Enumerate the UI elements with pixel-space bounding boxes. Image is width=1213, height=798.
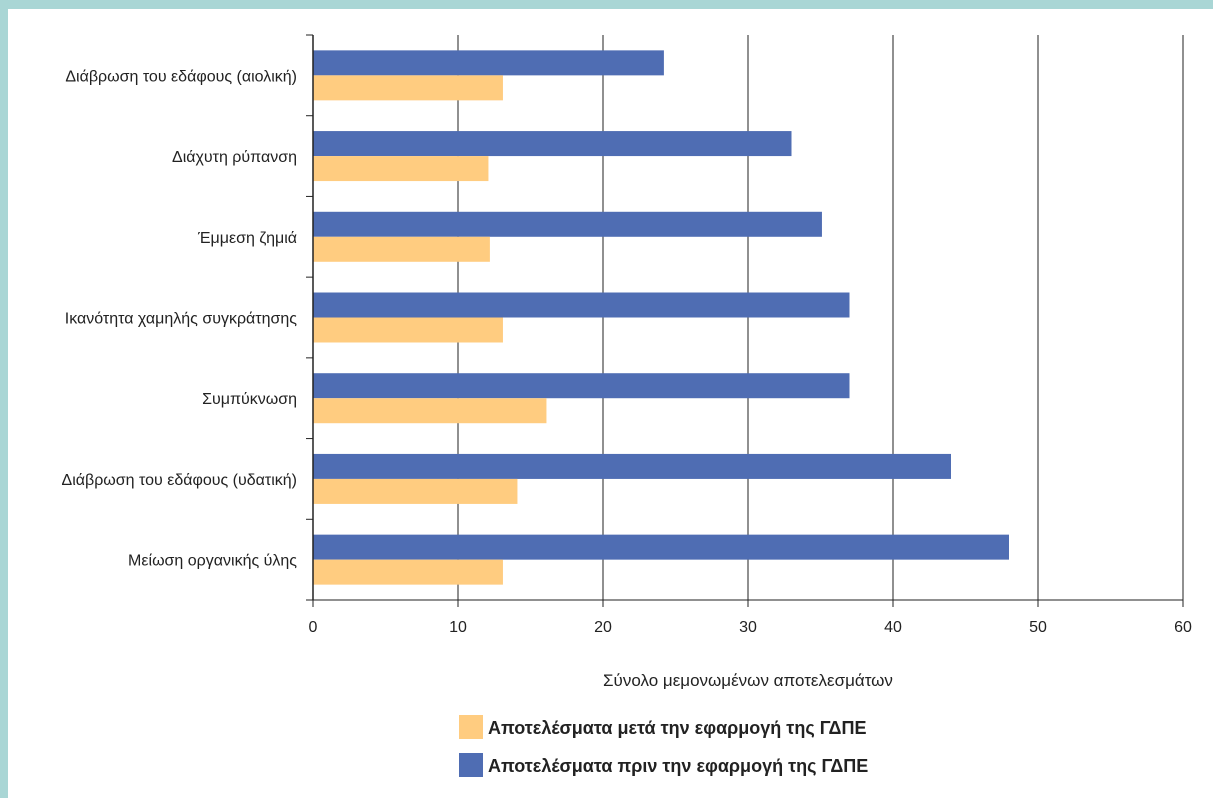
category-label: Διάχυτη ρύπανση [172,149,297,166]
bar-before [313,50,664,76]
bar-after [313,236,490,262]
chart-frame: 0 10 20 30 40 50 60 Διάβρωση του εδάφους (αιολι… [8,9,1213,798]
bar-after [313,478,518,504]
x-tick-label: 40 [884,619,902,636]
bar-after [313,156,489,182]
x-tick-label: 60 [1174,619,1192,636]
x-axis-title: Σύνολο μεμονωμένων αποτελεσμάτων [603,671,893,690]
category-label: Συμπύκνωση [202,391,297,408]
labels: 0 10 20 30 40 50 60 Διάβρωση του εδάφους (αιολι… [62,68,1193,636]
legend: Αποτελέσματα μετά την εφαρμογή της ΓΔΠΕ Α… [459,715,868,777]
category-label: Μείωση οργανικής ύλης [128,553,297,570]
category-label: Ικανότητα χαμηλής συγκράτησης [65,311,298,328]
bar-after [313,75,503,101]
category-label: Διάβρωση του εδάφους (υδατική) [62,472,298,489]
bar-before [313,211,822,237]
legend-label: Αποτελέσματα πριν την εφαρμογή της ΓΔΠΕ [488,756,868,776]
bar-after [313,559,503,585]
category-label: Έμμεση ζημιά [197,230,297,247]
x-tick-label: 0 [309,619,318,636]
x-tick-label: 10 [449,619,467,636]
bar-before [313,453,951,479]
x-tick-label: 50 [1029,619,1047,636]
bar-after [313,317,503,343]
x-tick-label: 30 [739,619,757,636]
legend-label: Αποτελέσματα μετά την εφαρμογή της ΓΔΠΕ [488,718,867,738]
bars [313,50,1009,585]
bar-before [313,534,1009,560]
category-label: Διάβρωση του εδάφους (αιολική) [65,68,297,85]
x-tick-label: 20 [594,619,612,636]
bar-before [313,292,850,318]
legend-swatch [459,753,483,777]
chart: 0 10 20 30 40 50 60 Διάβρωση του εδάφους (αιολι… [62,34,1193,777]
axes [306,34,1184,607]
bar-after [313,398,547,424]
legend-swatch [459,715,483,739]
bar-before [313,131,792,157]
bar-before [313,373,850,399]
